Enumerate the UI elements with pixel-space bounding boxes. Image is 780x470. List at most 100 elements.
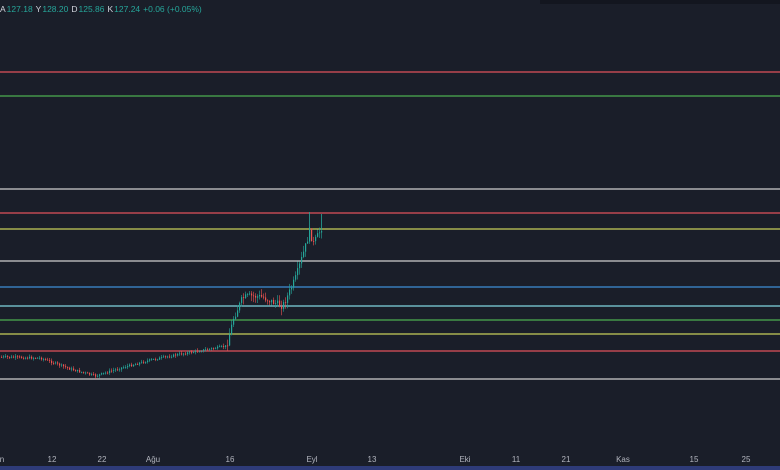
candle-body bbox=[71, 368, 73, 370]
candle-body bbox=[315, 236, 317, 242]
candle-body bbox=[219, 346, 221, 347]
candle-body bbox=[257, 296, 259, 298]
candle-body bbox=[263, 296, 265, 298]
candle-body bbox=[7, 356, 9, 357]
high-label: Y bbox=[35, 4, 42, 14]
candle-body bbox=[179, 353, 181, 355]
candle-body bbox=[129, 364, 131, 367]
candle-body bbox=[223, 346, 225, 347]
candle-body bbox=[151, 359, 153, 361]
candle-body bbox=[317, 233, 319, 237]
candle-body bbox=[265, 297, 267, 301]
candle-body bbox=[105, 372, 107, 374]
candle-body bbox=[281, 306, 283, 309]
candle-body bbox=[173, 354, 175, 357]
candle-body bbox=[143, 361, 145, 363]
x-axis-tick-label: Ağu bbox=[146, 455, 160, 464]
candle-body bbox=[303, 251, 305, 257]
candle-body bbox=[163, 356, 165, 358]
candle-body bbox=[75, 370, 77, 372]
candle-body bbox=[311, 228, 313, 241]
candle-body bbox=[285, 302, 287, 303]
candle-body bbox=[171, 356, 173, 358]
candle-body bbox=[239, 302, 241, 311]
candle-body bbox=[189, 351, 191, 353]
candle-body bbox=[231, 324, 233, 335]
candle-body bbox=[249, 293, 251, 295]
candle-body bbox=[213, 348, 215, 350]
candle-body bbox=[193, 352, 195, 353]
candle-body bbox=[307, 241, 309, 244]
candle-body bbox=[195, 350, 197, 353]
candle-body bbox=[289, 289, 291, 296]
candle-body bbox=[101, 373, 103, 375]
candle-body bbox=[1, 357, 3, 358]
candle-body bbox=[125, 367, 127, 369]
candle-body bbox=[53, 363, 55, 364]
candle-body bbox=[297, 268, 299, 276]
candle-body bbox=[27, 357, 29, 359]
candle-body bbox=[43, 359, 45, 360]
candle-body bbox=[17, 356, 19, 358]
candle-body bbox=[109, 370, 111, 374]
candle-body bbox=[273, 299, 275, 304]
high-value: 128.20 bbox=[42, 4, 69, 14]
candle-body bbox=[277, 300, 279, 304]
candle-body bbox=[247, 294, 249, 296]
candle-body bbox=[111, 370, 113, 372]
bottom-scrollbar[interactable] bbox=[0, 466, 780, 470]
candle-body bbox=[15, 356, 17, 358]
x-axis-tick-label: 22 bbox=[98, 455, 107, 464]
candle-body bbox=[215, 348, 217, 350]
candle-body bbox=[149, 359, 151, 361]
candle-body bbox=[97, 375, 99, 377]
ohlc-legend: A 127.18 Y 128.20 D 125.86 K 127.24 +0.0… bbox=[0, 0, 205, 18]
candle-body bbox=[141, 361, 143, 363]
x-axis-tick-label: 13 bbox=[368, 455, 377, 464]
candle-body bbox=[157, 359, 159, 361]
candle-body bbox=[319, 232, 321, 234]
candle-body bbox=[65, 366, 67, 368]
top-right-panel-edge bbox=[540, 0, 780, 4]
candle-body bbox=[69, 367, 71, 370]
candle-body bbox=[39, 357, 41, 359]
candle-body bbox=[161, 356, 163, 358]
candle-body bbox=[135, 364, 137, 365]
candle-body bbox=[51, 360, 53, 364]
x-axis-tick-label: n bbox=[0, 455, 4, 464]
x-axis-tick-label: 15 bbox=[690, 455, 699, 464]
candle-body bbox=[203, 349, 205, 352]
candle-body bbox=[77, 370, 79, 372]
candle-body bbox=[237, 310, 239, 317]
low-label: D bbox=[71, 4, 78, 14]
candle-body bbox=[131, 364, 133, 367]
x-axis-tick-label: 16 bbox=[226, 455, 235, 464]
candle-body bbox=[121, 367, 123, 370]
candle-body bbox=[187, 352, 189, 355]
horizontal-levels bbox=[0, 71, 780, 380]
candle-body bbox=[191, 351, 193, 353]
candle-body bbox=[107, 372, 109, 374]
candle-body bbox=[185, 353, 187, 355]
candle-body bbox=[251, 293, 253, 296]
candle-body bbox=[205, 349, 207, 351]
open-value: 127.18 bbox=[6, 4, 33, 14]
candle-body bbox=[79, 370, 81, 373]
candle-body bbox=[159, 357, 161, 360]
candle-body bbox=[73, 368, 75, 371]
candle-body bbox=[33, 358, 35, 359]
candle-body bbox=[21, 356, 23, 358]
candle-body bbox=[115, 369, 117, 371]
candle-body bbox=[99, 374, 101, 376]
candle-body bbox=[119, 369, 121, 371]
candle-body bbox=[253, 295, 255, 297]
candle-body bbox=[113, 370, 115, 371]
candle-body bbox=[31, 356, 33, 359]
candle-body bbox=[45, 359, 47, 360]
candle-body bbox=[95, 374, 97, 377]
x-axis-tick-label: Eki bbox=[459, 455, 470, 464]
candle-body bbox=[133, 364, 135, 367]
candle-body bbox=[47, 359, 49, 361]
